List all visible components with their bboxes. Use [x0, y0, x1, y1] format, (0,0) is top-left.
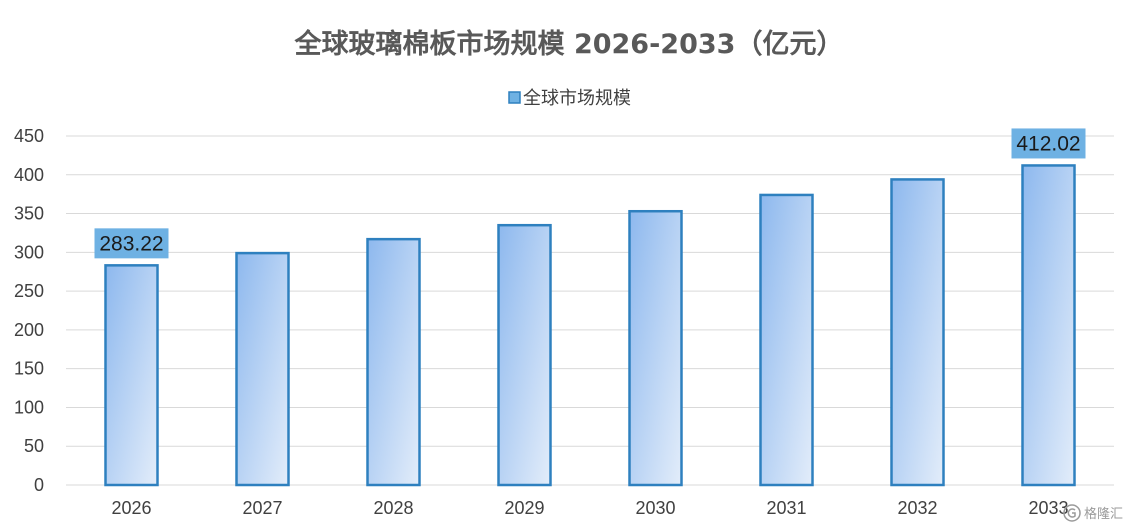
x-tick-label: 2031: [766, 498, 806, 518]
chart-title: 全球玻璃棉板市场规模 2026-2033（亿元）: [294, 28, 844, 60]
x-tick-label: 2028: [373, 498, 413, 518]
data-label: 412.02: [1016, 132, 1080, 155]
bar: [497, 223, 552, 487]
bars: [104, 164, 1076, 487]
data-label: 283.22: [99, 232, 163, 255]
x-tick-label: 2026: [111, 498, 151, 518]
x-tick-label: 2033: [1028, 498, 1068, 518]
y-tick-label: 150: [14, 359, 44, 379]
y-tick-label: 0: [34, 475, 44, 495]
bar: [890, 178, 945, 487]
x-tick-label: 2030: [635, 498, 675, 518]
y-tick-label: 450: [14, 126, 44, 146]
x-tick-label: 2027: [242, 498, 282, 518]
bar: [1021, 164, 1076, 487]
bar: [104, 264, 159, 487]
bar: [759, 193, 814, 487]
watermark-text: 格隆汇: [1084, 506, 1123, 522]
watermark: 格隆汇: [1063, 504, 1123, 522]
y-tick-label: 350: [14, 204, 44, 224]
gelonghui-logo-icon: [1063, 504, 1081, 522]
data-label-box: [94, 228, 169, 259]
y-axis-ticks: 0 50 100 150 200 250 300 350 400 450: [14, 126, 44, 495]
legend-label: 全球市场规模: [523, 88, 631, 109]
y-tick-label: 300: [14, 242, 44, 262]
bar: [235, 251, 290, 487]
y-tick-label: 100: [14, 397, 44, 417]
bar: [628, 209, 683, 487]
y-tick-label: 200: [14, 320, 44, 340]
y-tick-label: 400: [14, 165, 44, 185]
gridlines: [66, 135, 1114, 486]
bar: [366, 237, 421, 487]
x-axis-ticks: 2026 2027 2028 2029 2030 2031 2032 2033: [111, 498, 1068, 518]
legend: 全球市场规模: [508, 88, 631, 109]
y-tick-label: 250: [14, 281, 44, 301]
y-tick-label: 50: [24, 436, 44, 456]
x-tick-label: 2029: [504, 498, 544, 518]
x-tick-label: 2032: [897, 498, 937, 518]
data-labels: 283.22 412.02: [94, 128, 1086, 259]
data-label-box: [1011, 128, 1086, 159]
legend-swatch: [508, 91, 521, 104]
